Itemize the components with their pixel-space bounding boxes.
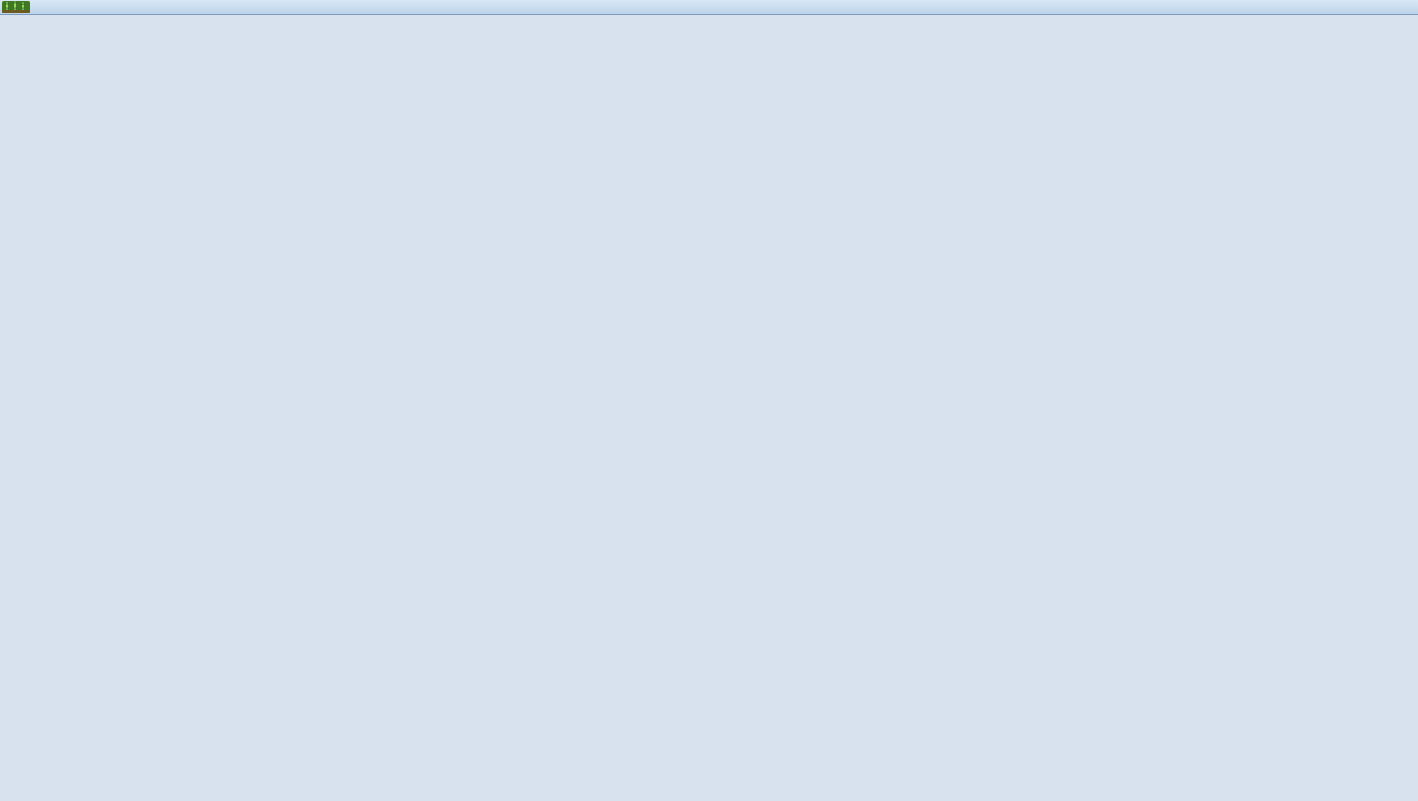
data-adjustment-note-weekly [2,627,10,637]
prt-logo-icon [2,1,30,13]
data-adjustment-note-daily [705,627,713,637]
window-titlebar [0,0,1418,15]
charts-canvas[interactable] [0,0,300,150]
chart-title-semanal [0,14,703,28]
chart-title-diario [703,14,1418,28]
